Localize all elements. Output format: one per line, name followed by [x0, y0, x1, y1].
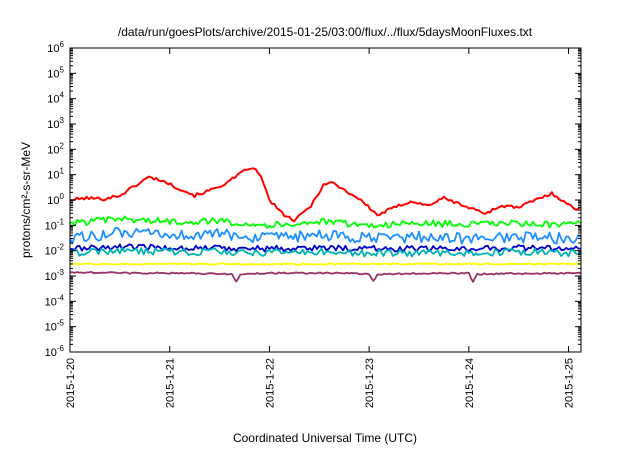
y-tick-label: 106	[47, 40, 64, 55]
y-tick-base: 10	[47, 43, 59, 55]
y-tick-label: 105	[47, 65, 64, 80]
x-tick-label: 2015-1-24	[464, 358, 476, 408]
y-tick-base: 10	[45, 220, 57, 232]
y-axis: 10-610-510-410-310-210-11001011021031041…	[45, 40, 581, 359]
y-tick-base: 10	[47, 94, 59, 106]
y-tick-base: 10	[47, 170, 59, 182]
x-tick-label: 2015-1-25	[564, 358, 576, 408]
x-tick-label: 2015-1-22	[264, 358, 276, 408]
y-tick-exponent: 6	[60, 40, 65, 49]
y-tick-label: 10-4	[45, 293, 65, 308]
series-line-0	[69, 167, 582, 223]
series-line-2	[69, 226, 582, 245]
y-tick-exponent: -3	[57, 268, 65, 277]
y-tick-base: 10	[45, 296, 57, 308]
y-tick-label: 10-2	[45, 243, 65, 258]
y-tick-base: 10	[47, 195, 59, 207]
y-tick-label: 104	[47, 91, 64, 106]
y-tick-label: 100	[47, 192, 64, 207]
y-tick-base: 10	[45, 246, 57, 258]
y-tick-base: 10	[45, 347, 57, 359]
y-tick-base: 10	[47, 144, 59, 156]
x-axis-label: Coordinated Universal Time (UTC)	[233, 431, 417, 445]
y-tick-exponent: 4	[60, 91, 65, 100]
y-tick-exponent: 0	[60, 192, 65, 201]
series-line-1	[69, 215, 582, 230]
series-line-5	[69, 262, 582, 266]
series-line-4	[69, 246, 582, 258]
y-tick-exponent: 2	[60, 141, 65, 150]
y-tick-exponent: -1	[57, 217, 65, 226]
y-tick-base: 10	[45, 322, 57, 334]
y-tick-exponent: -5	[57, 319, 65, 328]
y-tick-exponent: 5	[60, 65, 65, 74]
x-tick-label: 2015-1-20	[65, 358, 77, 408]
y-tick-label: 102	[47, 141, 64, 156]
plot-frame	[69, 47, 582, 353]
series-layer	[69, 167, 582, 283]
y-tick-label: 10-5	[45, 319, 65, 334]
y-tick-base: 10	[47, 68, 59, 80]
y-tick-exponent: -6	[57, 344, 65, 353]
y-tick-label: 10-1	[45, 217, 65, 232]
series-line-6	[70, 270, 582, 283]
y-tick-base: 10	[45, 271, 57, 283]
y-tick-exponent: -4	[57, 293, 65, 302]
y-tick-label: 103	[47, 116, 64, 131]
chart-title: /data/run/goesPlots/archive/2015-01-25/0…	[118, 25, 533, 39]
y-tick-label: 101	[47, 167, 64, 182]
x-tick-label: 2015-1-21	[165, 358, 177, 408]
y-tick-exponent: 3	[60, 116, 65, 125]
y-tick-label: 10-6	[45, 344, 65, 359]
y-tick-exponent: -2	[57, 243, 65, 252]
y-axis-label: protons/cm²-s-sr-MeV	[19, 142, 33, 258]
x-axis: 2015-1-20 2015-1-21 2015-1-22 2015-1-23 2015…	[65, 48, 576, 408]
y-tick-base: 10	[47, 119, 59, 131]
y-tick-label: 10-3	[45, 268, 65, 283]
y-tick-exponent: 1	[60, 167, 65, 176]
x-tick-label: 2015-1-23	[364, 358, 376, 408]
